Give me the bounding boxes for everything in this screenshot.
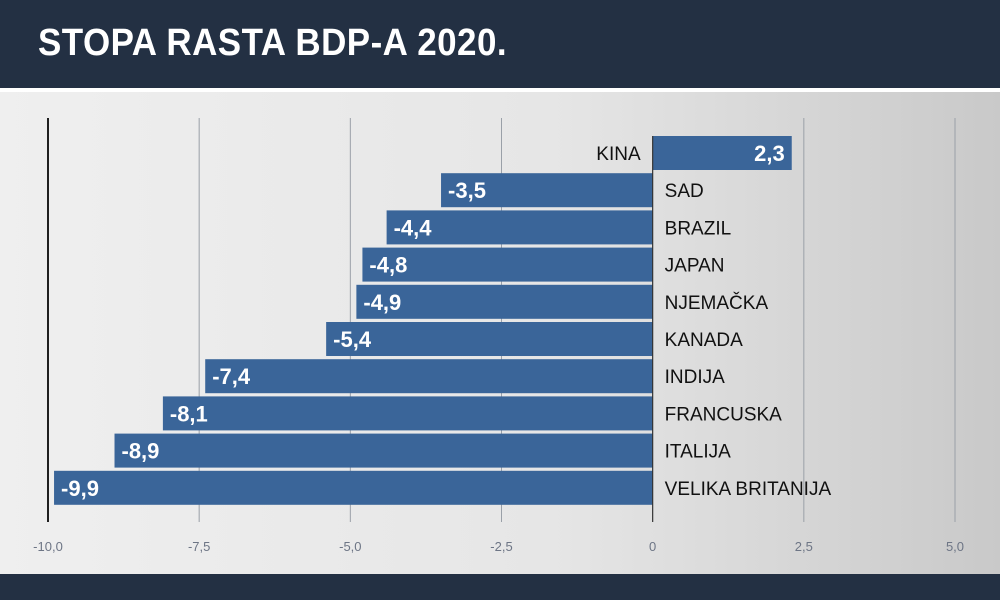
footer-bar xyxy=(0,574,1000,600)
bar xyxy=(114,433,653,468)
bars xyxy=(54,136,792,505)
category-label: INDIJA xyxy=(665,367,726,388)
header-divider xyxy=(0,88,1000,92)
bar-value-label: -9,9 xyxy=(61,476,99,501)
bar-value-label: -7,4 xyxy=(212,364,251,389)
category-label: BRAZIL xyxy=(665,218,732,239)
bar-value-label: -5,4 xyxy=(333,327,372,352)
bar xyxy=(356,284,653,319)
bar-value-label: -8,9 xyxy=(122,439,160,464)
category-label: NJEMAČKA xyxy=(665,292,769,314)
bar-value-label: -4,4 xyxy=(394,215,433,240)
category-label: KANADA xyxy=(665,330,743,351)
x-tick-label: 5,0 xyxy=(946,539,964,554)
x-tick-label: -7,5 xyxy=(188,539,210,554)
bar-value-label: -3,5 xyxy=(448,178,486,203)
bar-value-label: 2,3 xyxy=(754,141,785,166)
labels: -10,0 -7,5 -5,0 -2,5 0 2,5 5,0 2,3 KINA -3,5 SAD -4… xyxy=(33,141,964,554)
bar xyxy=(652,136,792,170)
x-tick-label: -2,5 xyxy=(490,539,512,554)
bar xyxy=(162,396,653,431)
bar xyxy=(326,322,653,356)
axes xyxy=(47,118,654,522)
x-tick-label: 2,5 xyxy=(795,539,813,554)
header-bar: STOPA RASTA BDP-A 2020. xyxy=(0,0,1000,88)
bar xyxy=(386,210,653,245)
bar-value-label: -4,8 xyxy=(369,253,407,278)
bar xyxy=(362,247,653,282)
bar xyxy=(441,173,653,208)
category-label: SAD xyxy=(665,181,704,202)
bar xyxy=(54,470,653,505)
bar-value-label: -8,1 xyxy=(170,401,208,426)
chart-title: STOPA RASTA BDP-A 2020. xyxy=(38,22,508,64)
category-label: VELIKA BRITANIJA xyxy=(665,479,832,500)
category-label: FRANCUSKA xyxy=(665,404,783,425)
category-label: JAPAN xyxy=(665,256,725,277)
category-label: ITALIJA xyxy=(665,442,731,463)
category-label: KINA xyxy=(596,144,641,165)
x-tick-label: -10,0 xyxy=(33,539,63,554)
bar xyxy=(205,359,653,394)
bar-value-label: -4,9 xyxy=(363,290,401,315)
x-tick-label: 0 xyxy=(649,539,656,554)
x-tick-label: -5,0 xyxy=(339,539,361,554)
